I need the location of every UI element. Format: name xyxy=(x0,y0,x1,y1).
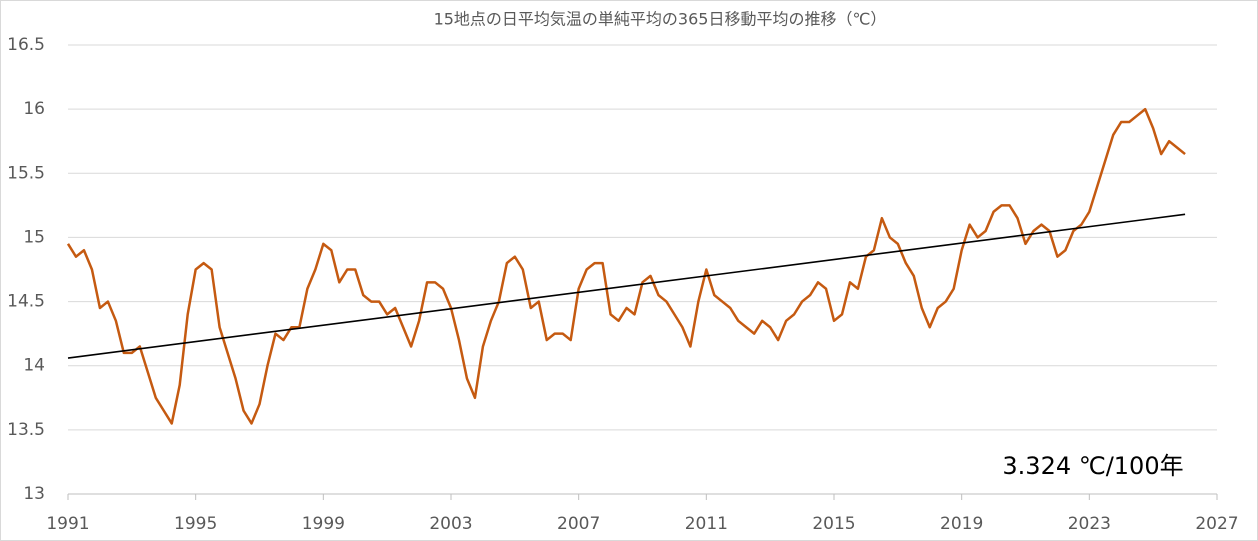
y-tick-label: 13.5 xyxy=(7,420,45,440)
x-tick-label: 2015 xyxy=(812,514,855,534)
x-tick-label: 2019 xyxy=(940,514,983,534)
annotation: 3.324 ℃/100年 xyxy=(1002,452,1183,480)
x-tick-label: 2027 xyxy=(1195,514,1238,534)
y-tick-label: 16 xyxy=(23,99,45,119)
x-tick-label: 1999 xyxy=(302,514,345,534)
y-tick-label: 15 xyxy=(23,227,45,247)
y-tick-label: 14 xyxy=(23,356,45,376)
data-line xyxy=(66,107,1186,425)
y-tick-label: 16.5 xyxy=(7,35,45,55)
x-tick-label: 2007 xyxy=(557,514,600,534)
x-tick-label: 1991 xyxy=(46,514,89,534)
trend-line xyxy=(67,213,1186,359)
y-tick-label: 13 xyxy=(23,484,45,504)
y-tick-label: 15.5 xyxy=(7,163,45,183)
y-tick-label: 14.5 xyxy=(7,292,45,312)
x-tick-label: 2023 xyxy=(1068,514,1111,534)
x-tick-label: 2003 xyxy=(429,514,472,534)
chart-title: 15地点の日平均気温の単純平均の365日移動平均の推移（℃） xyxy=(434,10,887,29)
x-tick-label: 2011 xyxy=(685,514,728,534)
x-tick-label: 1995 xyxy=(174,514,217,534)
